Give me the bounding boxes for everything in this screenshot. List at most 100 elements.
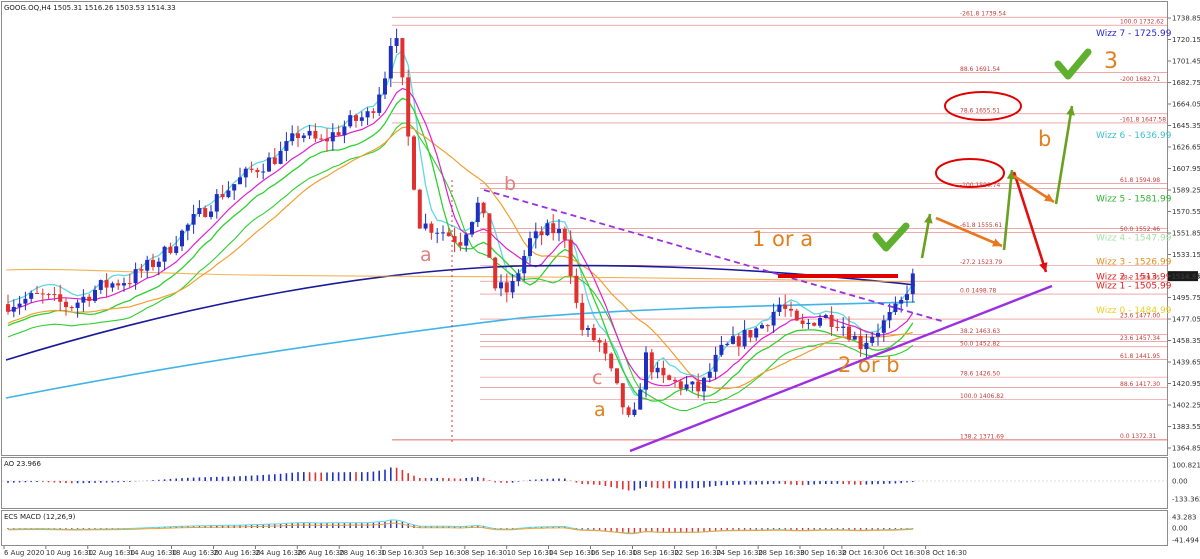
candle-body xyxy=(713,354,718,372)
candle-body xyxy=(336,132,341,136)
candle-body xyxy=(127,283,132,285)
price-tick-label: 1664.05 xyxy=(1172,101,1200,109)
candle-body xyxy=(307,130,312,136)
fib-level-label: 61.8 1441.95 xyxy=(1120,353,1160,360)
candle-body xyxy=(644,352,648,390)
fib-level-label: 50.0 1452.82 xyxy=(960,340,1000,347)
wizz-level-label: Wizz 3 - 1526.99 xyxy=(1096,258,1172,268)
macd-pane xyxy=(1,510,1168,546)
candle-body xyxy=(673,379,677,382)
candle-body xyxy=(568,239,573,276)
candle-body xyxy=(214,194,219,212)
ao-tick-label: -133.362 xyxy=(1172,496,1200,504)
time-tick-label: 20 Aug 16:30 xyxy=(213,549,260,557)
time-tick-label: 8 Sep 16:30 xyxy=(465,549,507,557)
candle-body xyxy=(139,269,144,271)
candle-body xyxy=(284,141,289,151)
projection-arrow-green-2 xyxy=(1002,169,1014,251)
candle-body xyxy=(881,320,886,333)
candle-body xyxy=(551,223,556,234)
candle-body xyxy=(835,326,840,328)
time-tick-label: 18 Sep 16:30 xyxy=(632,549,679,557)
ma-green-line-2 xyxy=(7,122,914,412)
candle-body xyxy=(754,328,759,338)
time-tick-label: 10 Sep 16:30 xyxy=(507,549,554,557)
price-tick-label: 1645.35 xyxy=(1172,122,1200,130)
price-tick-label: 1607.95 xyxy=(1172,165,1200,173)
candle-body xyxy=(406,77,411,137)
candle-body xyxy=(104,280,109,288)
candle-body xyxy=(533,231,538,239)
symbol-header: GOOG.OQ,H4 1505.31 1516.26 1503.53 1514.… xyxy=(4,4,176,12)
candle-body xyxy=(232,184,237,191)
candle-body xyxy=(417,189,422,229)
candle-body xyxy=(905,294,909,300)
fib-level-label: -161.8 1647.58 xyxy=(1120,116,1166,123)
candle-body xyxy=(122,283,126,286)
candle-body xyxy=(609,353,614,369)
macd-tick-label: 0.00 xyxy=(1172,525,1188,533)
candle-body xyxy=(522,255,527,274)
price-tick-label: 1682.75 xyxy=(1172,79,1200,87)
candle-body xyxy=(429,223,434,233)
fibonacci-layer: -261.8 1739.54 100.0 1732.62 88.6 1691.54 -… xyxy=(392,11,1172,441)
candle-body xyxy=(510,281,515,293)
price-tick-label: 1589.25 xyxy=(1172,187,1200,195)
time-tick-label: 12 Aug 16:30 xyxy=(88,549,135,557)
candle-body xyxy=(707,371,712,378)
candle-body xyxy=(377,94,382,113)
candle-body xyxy=(499,282,503,289)
time-tick-label: 14 Aug 16:30 xyxy=(130,549,177,557)
wave-a-orange-label: a xyxy=(594,399,606,421)
time-tick-label: 24 Sep 16:30 xyxy=(716,549,763,557)
wizz-level-label: Wizz 2 - 1513.99 xyxy=(1096,273,1172,283)
candle-body xyxy=(847,326,851,340)
candle-body xyxy=(661,367,666,376)
candle-body xyxy=(423,223,428,229)
candle-body xyxy=(684,384,689,389)
wave-a-pink-label: a xyxy=(420,244,432,266)
candle-body xyxy=(441,232,445,234)
candle-body xyxy=(394,38,399,46)
projection-arrow-red-head xyxy=(1039,262,1048,272)
candle-body xyxy=(23,298,28,304)
price-tick-label: 1402.25 xyxy=(1172,402,1200,410)
time-tick-label: 6 Aug 2020 xyxy=(4,549,44,557)
candle-body xyxy=(620,383,625,408)
candle-body xyxy=(203,208,208,217)
candle-body xyxy=(910,273,915,295)
candle-body xyxy=(435,232,440,234)
candle-body xyxy=(185,224,190,231)
candle-body xyxy=(17,303,22,307)
time-tick-label: 16 Sep 16:30 xyxy=(591,549,638,557)
candle-body xyxy=(475,202,480,223)
check-mark-icon-top xyxy=(1054,48,1092,80)
ao-header: AO 23.966 xyxy=(4,460,41,468)
wave-c-pink-label: c xyxy=(592,367,602,389)
candle-body xyxy=(156,261,161,267)
candle-body xyxy=(93,289,97,302)
candle-body xyxy=(852,336,857,340)
projection-arrow-red xyxy=(1012,171,1048,273)
time-tick-label: 3 Sep 16:30 xyxy=(423,549,465,557)
ascending-trendline xyxy=(629,284,1053,453)
macd-line xyxy=(7,519,913,535)
candle-body xyxy=(342,126,347,136)
wizz-level-label: Wizz 1 - 1505.99 xyxy=(1096,282,1172,292)
wave-b-pink-label: b xyxy=(504,173,516,195)
candle-body xyxy=(98,280,103,290)
candle-body xyxy=(371,111,376,113)
candle-body xyxy=(516,273,521,282)
two-or-b-label: 2 or b xyxy=(838,353,900,377)
fib-level-label: -100 1590.74 xyxy=(960,182,1001,189)
check-mark-icon xyxy=(872,222,910,252)
candle-body xyxy=(591,327,596,341)
ma-orange-flat-line xyxy=(5,268,916,283)
price-tick-label: 1626.65 xyxy=(1172,144,1200,152)
candle-body xyxy=(174,246,179,253)
fib-level-label: 38.2 1463.63 xyxy=(960,328,1000,335)
fib-level-label: 50.0 1552.46 xyxy=(1120,226,1160,233)
candle-body xyxy=(655,367,660,373)
candle-body xyxy=(562,228,567,240)
